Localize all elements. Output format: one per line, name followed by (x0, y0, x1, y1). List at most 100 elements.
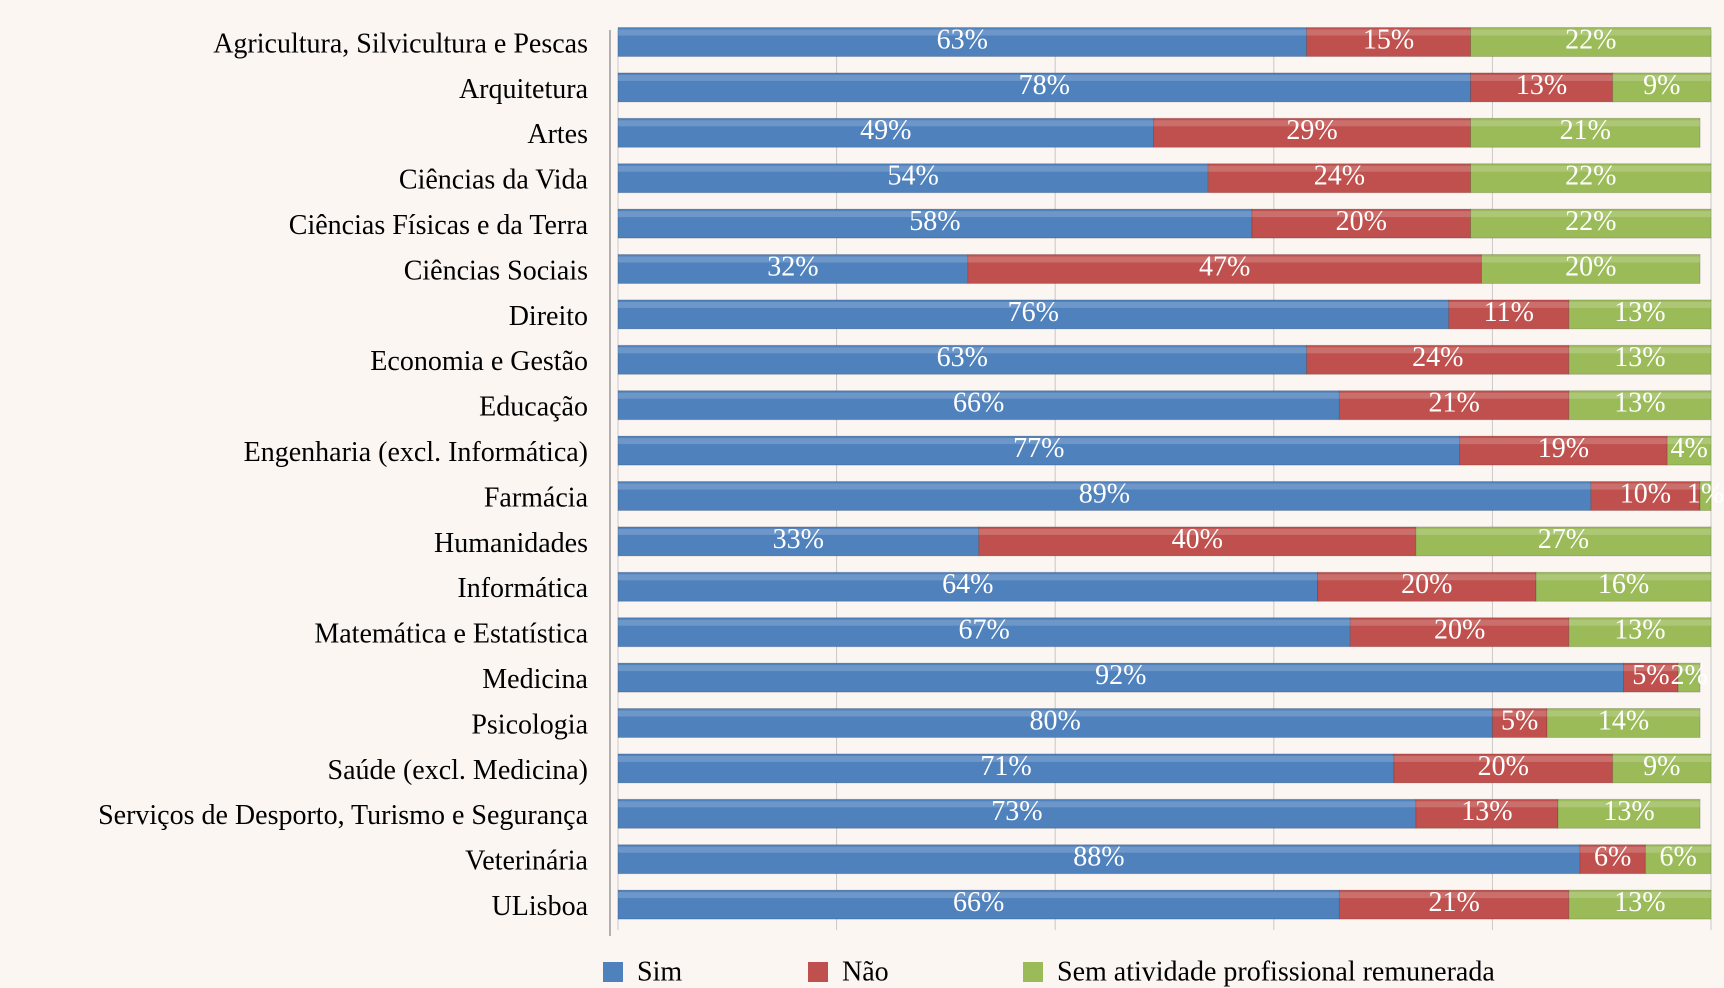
data-label: 58% (909, 206, 960, 237)
y-tick-label: Engenharia (excl. Informática) (244, 437, 588, 468)
bar-highlight (618, 347, 1307, 354)
bar-segment (1491, 708, 1548, 738)
data-label: 5% (1632, 660, 1669, 691)
bar-highlight (1394, 755, 1613, 762)
data-label: 66% (953, 388, 1004, 419)
legend-swatch (808, 962, 828, 982)
bar-segment (1480, 254, 1701, 284)
bar-segment (967, 254, 1482, 284)
bar-segment (1612, 753, 1712, 784)
bar-segment (1470, 163, 1712, 194)
data-label: 4% (1670, 433, 1707, 464)
data-label: 10% (1620, 478, 1671, 509)
bar-highlight (1350, 619, 1569, 626)
data-label: 20% (1478, 751, 1529, 782)
bar-highlight (1481, 256, 1701, 263)
bar-highlight (1492, 710, 1548, 717)
y-tick-label: Ciências Físicas e da Terra (289, 210, 589, 241)
y-tick-label: Direito (509, 301, 588, 332)
bar-segment (978, 526, 1417, 557)
y-tick-label: Farmácia (484, 482, 589, 513)
bar-highlight (618, 29, 1307, 36)
bar-highlight (618, 846, 1580, 853)
data-label: 13% (1614, 297, 1665, 328)
data-label: 80% (1030, 705, 1081, 736)
bar-highlight (618, 301, 1449, 308)
data-label: 1% (1687, 478, 1724, 509)
bar-segment (1579, 844, 1646, 875)
bar-highlight (978, 528, 1416, 535)
data-label: 5% (1501, 705, 1538, 736)
bar-highlight (1568, 619, 1711, 626)
data-label: 67% (958, 615, 1009, 646)
bar-highlight (1306, 29, 1471, 36)
data-label: 13% (1614, 342, 1665, 373)
data-label: 21% (1428, 887, 1479, 918)
data-label: 27% (1538, 524, 1589, 555)
data-label: 20% (1434, 615, 1485, 646)
data-label: 13% (1603, 796, 1654, 827)
data-label: 6% (1594, 842, 1631, 873)
data-label: 15% (1363, 24, 1414, 55)
data-label: 13% (1614, 887, 1665, 918)
bar-highlight (1645, 846, 1711, 853)
bar-segment (1612, 72, 1712, 103)
bar-segment (617, 617, 1351, 648)
y-tick-label: ULisboa (492, 891, 589, 922)
bar-segment (1415, 798, 1559, 829)
data-label: 24% (1314, 161, 1365, 192)
bar-highlight (1612, 755, 1711, 762)
bar-segment (617, 390, 1340, 421)
data-label: 11% (1484, 297, 1534, 328)
bar-highlight (1547, 710, 1701, 717)
bar-highlight (1568, 892, 1711, 899)
bar-highlight (1470, 120, 1701, 127)
data-label: 14% (1598, 705, 1649, 736)
bar-highlight (1667, 438, 1711, 445)
bar-highlight (618, 574, 1318, 581)
data-label: 21% (1428, 388, 1479, 419)
legend-label: Não (842, 956, 889, 987)
data-label: 77% (1013, 433, 1064, 464)
bar-highlight (618, 528, 979, 535)
bar-segment (1677, 662, 1701, 693)
data-label: 16% (1598, 569, 1649, 600)
y-tick-label: Ciências Sociais (404, 255, 588, 286)
bar-highlight (1590, 483, 1701, 490)
bar-highlight (618, 211, 1252, 218)
data-label: 54% (887, 161, 938, 192)
legend-label: Sem atividade profissional remunerada (1057, 956, 1495, 987)
bar-highlight (618, 483, 1591, 490)
bar-highlight (1470, 211, 1711, 218)
bar-segment (1470, 117, 1701, 148)
bar-highlight (618, 392, 1340, 399)
bar-highlight (1700, 483, 1711, 490)
bar-segment (1306, 27, 1472, 57)
legend-label: Sim (637, 956, 682, 987)
bar-highlight (1568, 392, 1711, 399)
bar-highlight (618, 619, 1351, 626)
y-tick-label: Humanidades (434, 528, 588, 559)
data-label: 63% (937, 342, 988, 373)
data-label: 33% (773, 524, 824, 555)
bar-highlight (1448, 301, 1569, 308)
data-label: 92% (1095, 660, 1146, 691)
data-label: 47% (1199, 251, 1250, 282)
data-label: 40% (1172, 524, 1223, 555)
bar-highlight (1470, 165, 1711, 172)
bar-segment (1535, 571, 1712, 602)
bar-segment (1568, 299, 1712, 330)
bar-highlight (618, 165, 1209, 172)
bar-segment (617, 753, 1395, 784)
data-label: 13% (1614, 388, 1665, 419)
bar-highlight (618, 710, 1493, 717)
data-label: 73% (991, 796, 1042, 827)
bar-segment (617, 526, 980, 557)
bar-highlight (967, 256, 1482, 263)
y-tick-label: Educação (479, 392, 588, 423)
y-tick-label: Arquitetura (459, 74, 589, 105)
data-label: 19% (1538, 433, 1589, 464)
bar-segment (617, 72, 1472, 103)
bar-highlight (1306, 347, 1569, 354)
bar-highlight (1612, 74, 1711, 81)
